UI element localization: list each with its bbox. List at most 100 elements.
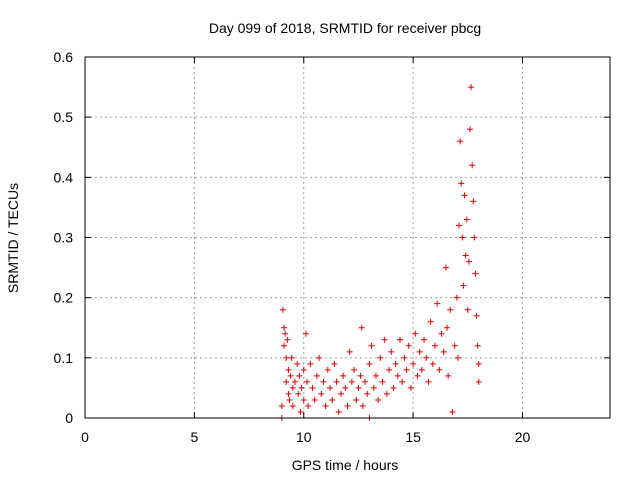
data-point bbox=[386, 366, 393, 373]
data-point bbox=[463, 216, 470, 223]
data-point bbox=[287, 372, 294, 379]
data-point bbox=[458, 180, 465, 187]
data-point bbox=[474, 342, 481, 349]
data-point bbox=[461, 192, 468, 199]
data-point bbox=[462, 252, 469, 259]
axis-layer: 0 5 10 15 20 0 0.1 0.2 0.3 0.4 0.5 0.6 bbox=[54, 49, 610, 445]
data-point bbox=[473, 312, 480, 319]
data-point bbox=[281, 324, 288, 331]
x-tick-label: 15 bbox=[405, 429, 421, 445]
data-point bbox=[390, 384, 397, 391]
data-point bbox=[357, 372, 364, 379]
data-point bbox=[459, 234, 466, 241]
data-point bbox=[364, 390, 371, 397]
data-point bbox=[324, 366, 331, 373]
data-point bbox=[344, 402, 351, 409]
data-point bbox=[403, 366, 410, 373]
data-point bbox=[465, 258, 472, 265]
data-point bbox=[316, 354, 323, 361]
data-point bbox=[372, 372, 379, 379]
data-point bbox=[453, 294, 460, 301]
data-point bbox=[423, 354, 430, 361]
data-point bbox=[366, 360, 373, 367]
data-point bbox=[340, 372, 347, 379]
grid-layer bbox=[85, 57, 610, 418]
data-point bbox=[467, 126, 473, 133]
data-point bbox=[320, 378, 327, 385]
data-point bbox=[475, 360, 482, 367]
data-point bbox=[442, 264, 449, 271]
y-tick-label: 0 bbox=[65, 410, 73, 426]
data-point bbox=[297, 408, 304, 415]
y-axis-label: SRMTID / TECUs bbox=[5, 183, 21, 293]
data-point bbox=[285, 366, 292, 373]
data-point bbox=[451, 342, 458, 349]
data-point bbox=[399, 378, 406, 385]
data-point bbox=[447, 306, 454, 313]
data-point bbox=[302, 330, 309, 337]
data-point bbox=[432, 342, 438, 349]
data-point bbox=[288, 354, 295, 361]
data-point bbox=[307, 360, 314, 367]
data-point bbox=[412, 330, 419, 337]
data-point bbox=[381, 336, 388, 343]
chart-title: Day 099 of 2018, SRMTID for receiver pbc… bbox=[209, 20, 481, 36]
data-point bbox=[296, 372, 303, 379]
data-point bbox=[421, 336, 428, 343]
data-point bbox=[358, 324, 365, 331]
data-point bbox=[368, 342, 375, 349]
data-point bbox=[283, 378, 290, 385]
data-point bbox=[289, 384, 296, 391]
y-tick-label: 0.2 bbox=[54, 290, 74, 306]
data-point bbox=[383, 390, 390, 397]
data-point bbox=[427, 318, 434, 325]
data-point bbox=[300, 366, 307, 373]
data-point bbox=[444, 324, 451, 331]
data-point bbox=[327, 384, 333, 391]
data-point bbox=[331, 360, 338, 367]
data-point bbox=[429, 360, 436, 367]
data-point bbox=[342, 384, 349, 391]
data-point bbox=[286, 396, 293, 403]
data-point bbox=[388, 348, 395, 355]
data-point bbox=[410, 360, 417, 367]
data-point bbox=[456, 222, 463, 229]
data-point bbox=[394, 372, 401, 379]
data-point bbox=[416, 348, 423, 355]
data-point bbox=[337, 390, 344, 397]
data-point bbox=[460, 282, 467, 289]
points-layer bbox=[278, 84, 482, 421]
data-point bbox=[283, 354, 290, 361]
data-point bbox=[294, 360, 301, 367]
data-point bbox=[375, 396, 382, 403]
data-point bbox=[362, 378, 368, 385]
data-point bbox=[329, 396, 336, 403]
data-point bbox=[425, 378, 432, 385]
data-point bbox=[464, 306, 471, 313]
data-point bbox=[285, 390, 292, 397]
data-point bbox=[282, 330, 289, 337]
plot-frame bbox=[84, 56, 611, 419]
y-tick-label: 0.1 bbox=[54, 350, 74, 366]
data-point bbox=[445, 372, 452, 379]
data-point bbox=[295, 390, 302, 397]
data-point bbox=[434, 300, 441, 307]
y-tick-label: 0.3 bbox=[54, 230, 74, 246]
data-point bbox=[440, 348, 447, 355]
data-point bbox=[313, 372, 320, 379]
data-point bbox=[470, 198, 477, 205]
data-point bbox=[322, 402, 329, 409]
data-point bbox=[438, 330, 445, 337]
data-point bbox=[405, 342, 412, 349]
data-point bbox=[311, 396, 318, 403]
data-point bbox=[318, 390, 325, 397]
data-point bbox=[335, 408, 342, 415]
data-point bbox=[309, 384, 316, 391]
data-point bbox=[292, 378, 298, 385]
data-point bbox=[457, 138, 464, 145]
data-point bbox=[407, 384, 414, 391]
data-point bbox=[397, 336, 403, 343]
data-point bbox=[284, 336, 291, 343]
data-point bbox=[281, 342, 288, 349]
